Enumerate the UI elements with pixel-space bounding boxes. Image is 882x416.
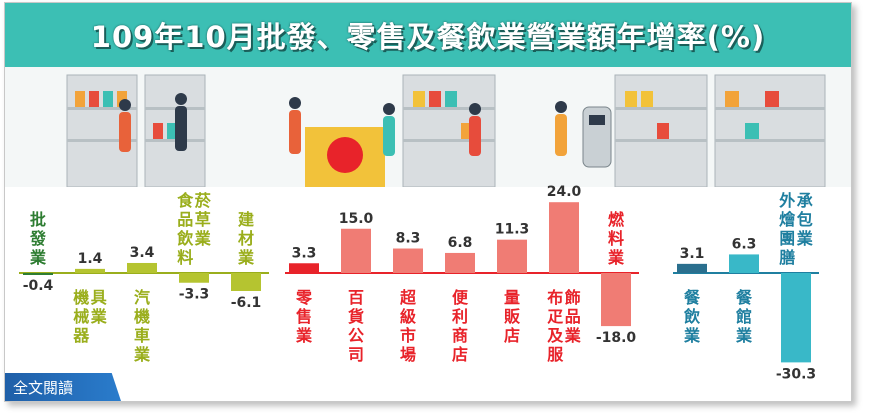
bar-0-4	[231, 273, 261, 291]
category-label-1-1: 百貨公司	[348, 288, 364, 364]
read-full-text-button[interactable]: 全文閱讀	[5, 373, 121, 401]
bar-1-2	[393, 248, 423, 273]
data-label-2-1: 6.3	[732, 236, 757, 252]
data-label-0-3: -3.3	[179, 287, 210, 303]
category-label-1-3: 便利商店	[452, 288, 469, 364]
data-label-1-0: 3.3	[292, 245, 317, 261]
bar-0-2	[127, 262, 157, 273]
bar-0-1	[75, 268, 105, 273]
title-bar: 109年10月批發、零售及餐飲業營業額年增率(%)	[5, 3, 851, 67]
category-label-2-0: 餐飲業	[683, 288, 701, 345]
data-label-0-4: -6.1	[231, 295, 262, 311]
bar-chart: -0.4 批發業 1.4 機械器具業 3.4 汽機車業 -3.3 食品飲料菸草業 -6.1 建材業…	[19, 184, 819, 382]
data-label-1-1: 15.0	[339, 211, 374, 227]
category-label-0-0: 批發業	[29, 210, 47, 267]
store-illustration	[5, 67, 851, 188]
infographic-frame: 109年10月批發、零售及餐飲業營業額年增率(%)	[4, 2, 852, 402]
bar-1-1	[341, 228, 371, 273]
bar-1-0	[289, 263, 319, 273]
data-label-2-0: 3.1	[680, 246, 705, 262]
data-label-0-1: 1.4	[78, 251, 103, 267]
store-scene-image	[66, 74, 826, 188]
data-label-0-2: 3.4	[130, 245, 155, 261]
category-label-1-5: 布疋及服飾品業	[547, 288, 582, 364]
data-label-1-4: 11.3	[495, 222, 530, 238]
data-label-1-5: 24.0	[547, 184, 582, 200]
data-label-1-2: 8.3	[396, 231, 421, 247]
data-label-1-3: 6.8	[448, 235, 473, 251]
category-label-1-2: 超級市場	[399, 288, 417, 364]
bar-1-3	[445, 252, 475, 273]
data-label-0-0: -0.4	[23, 278, 54, 294]
bar-2-1	[729, 254, 759, 273]
data-label-2-2: -30.3	[776, 366, 816, 382]
category-label-2-1: 餐館業	[735, 288, 753, 345]
category-label-0-2: 汽機車業	[133, 288, 151, 364]
bar-2-0	[677, 263, 707, 273]
category-label-0-4: 建材業	[237, 210, 255, 267]
category-label-1-6: 燃料業	[607, 210, 625, 267]
bar-0-0	[23, 273, 53, 275]
data-label-1-6: -18.0	[596, 330, 637, 346]
category-label-0-1: 機械器具業	[72, 288, 108, 345]
bar-1-5	[549, 202, 579, 273]
bar-1-6	[601, 273, 631, 327]
category-label-1-4: 量販店	[504, 288, 521, 345]
category-label-2-2: 外燴團膳承包業	[778, 191, 814, 267]
bar-0-3	[179, 273, 209, 283]
bar-2-2	[781, 273, 811, 363]
category-label-0-3: 食品飲料菸草業	[176, 191, 212, 267]
read-full-text-label: 全文閱讀	[13, 378, 74, 397]
category-label-1-0: 零售業	[295, 288, 313, 345]
page-title: 109年10月批發、零售及餐飲業營業額年增率(%)	[90, 20, 766, 54]
bar-1-4	[497, 239, 527, 273]
